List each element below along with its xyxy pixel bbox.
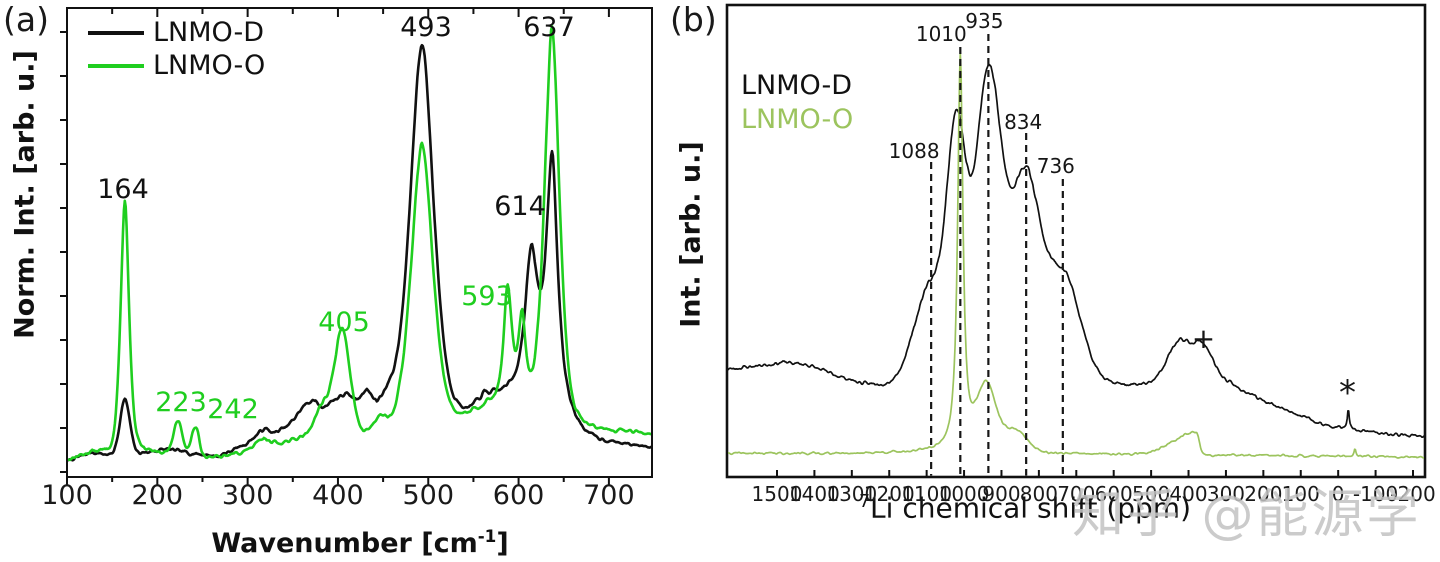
x-tick-label: 500 [1132,482,1171,506]
lnmo-d-line-swatch [88,30,144,35]
x-tick-label: 800 [1019,482,1058,506]
x-tick-label: -100 [1352,482,1399,506]
series-LNMO-O [68,24,651,462]
x-tick-label: 100 [41,480,93,511]
panel-a-tag: (a) [3,0,49,39]
raman-plot [60,7,653,486]
plot-box [66,7,653,478]
x-tick-label: 600 [1094,482,1133,506]
y-axis-title-a: Norm. Int. [arb. u.] [9,50,41,339]
peak-label-1010: 1010 [915,22,967,46]
x-tick-label: 1500 [751,482,803,506]
series-LNMO-D [68,43,651,462]
x-tick-label: -200 [1390,482,1436,506]
legend-label: LNMO-O [153,50,266,81]
x-tick-label: 900 [982,482,1021,506]
x-tick-label: 0 [1331,482,1345,506]
curves [68,24,651,462]
x-tick-label: 200 [131,480,184,511]
nmr-plot [725,3,1427,479]
watermark: 知乎 @能源学人 [1072,485,1422,562]
x-axis-title-a: Wavenumber [cm-1] [211,526,509,559]
x-tick-label: 1200 [863,482,915,506]
peak-label-834: 834 [1004,110,1043,134]
series-LNMO-D [728,63,1424,439]
x-tick-label: 400 [312,480,364,511]
peak-label-614: 614 [494,191,546,222]
x-tick-label: 500 [402,480,455,511]
legend-item-lnmo-d: LNMO-D [88,16,265,49]
legend-label: LNMO-D [153,17,265,48]
x-tick-label: 300 [1206,482,1246,506]
peak-label-1088: 1088 [888,139,940,163]
x-axis-title-b: 7Li chemical shift (ppm) [859,491,1192,525]
peak-label-223: 223 [155,387,207,418]
legend-item-lnmo-o-b: LNMO-O [741,104,854,135]
x-tick-label: 600 [492,480,545,511]
peak-label-593: 593 [461,281,513,312]
x-tick-label: 400 [1169,482,1208,506]
peak-label-242: 242 [207,394,259,425]
axis-ticks [60,8,610,486]
x-tick-label: 1100 [901,482,953,506]
legend-item-lnmo-o: LNMO-O [88,49,265,82]
peak-label-736: 736 [1036,154,1075,178]
marker-plus: + [1191,322,1216,355]
marker-asterisk: * [1339,373,1357,413]
panel-b-tag: (b) [670,0,717,39]
axis-ticks [776,470,1414,477]
curves [728,52,1424,459]
series-LNMO-O [728,52,1424,459]
x-tick-label: 1300 [826,482,878,506]
peak-label-493: 493 [400,12,452,43]
peak-label-164: 164 [97,174,149,205]
legend-item-lnmo-d-b: LNMO-D [741,70,853,101]
x-tick-label: 1000 [938,482,990,506]
peak-label-637: 637 [523,12,575,43]
x-tick-label: 700 [1057,482,1096,506]
x-tick-label: 100 [1281,482,1320,506]
legend-panel-a: LNMO-D LNMO-O [88,16,265,82]
x-tick-label: 700 [583,480,635,511]
lnmo-o-line-swatch [88,63,144,68]
x-tick-label: 200 [1244,482,1283,506]
peak-label-405: 405 [318,307,370,338]
x-tick-label: 1400 [788,482,840,506]
y-axis-title-b: Int. [arb. u.] [675,141,707,328]
peak-label-935: 935 [965,9,1004,33]
x-tick-label: 300 [221,480,274,511]
